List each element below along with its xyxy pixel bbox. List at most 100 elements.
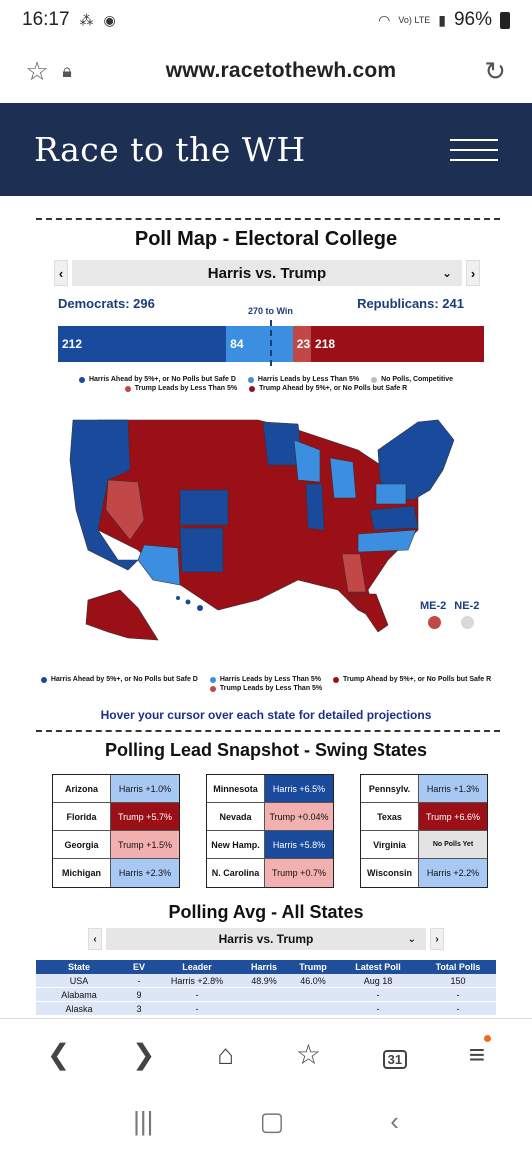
swing-state-name: Wisconsin (361, 859, 419, 887)
table-cell: - (456, 1003, 460, 1014)
prev-arrow-button[interactable]: ‹ (54, 260, 68, 286)
table-cell: 3 (136, 1003, 142, 1014)
legend-item: Harris Ahead by 5%+, or No Polls but Saf… (78, 376, 236, 383)
matchup-select[interactable]: Harris vs. Trump ⌄ (72, 260, 462, 286)
swing-state-row[interactable]: Pennsylv. Harris +1.3% (361, 775, 487, 803)
swing-state-lead: Harris +1.3% (419, 775, 487, 802)
reload-icon[interactable]: ↻ (484, 55, 506, 86)
table-cell: - (456, 989, 460, 1000)
chevron-down-icon: ⌄ (407, 933, 416, 945)
swing-state-name: Michigan (53, 859, 111, 887)
sync-icon: ◉ (103, 11, 116, 28)
bookmarks-icon[interactable]: ☆ (295, 1039, 321, 1070)
system-back-icon[interactable]: ‹ (390, 1105, 399, 1136)
battery-percent: 96% (453, 9, 492, 30)
electoral-segment: 23 (292, 326, 312, 362)
me2-dot[interactable] (428, 616, 441, 629)
legend-dot-icon (247, 376, 254, 383)
recent-apps-icon[interactable]: ||| (133, 1105, 154, 1136)
table-cell: 150 (450, 975, 466, 986)
table-header-cell[interactable]: Latest Poll (355, 962, 401, 972)
swing-state-lead: Trump +6.6% (419, 803, 487, 830)
swing-state-lead: Harris +6.5% (265, 775, 333, 802)
chevron-down-icon: ⌄ (441, 266, 452, 280)
swing-state-row[interactable]: Florida Trump +5.7% (53, 803, 179, 831)
swing-state-row[interactable]: Texas Trump +6.6% (361, 803, 487, 831)
system-navigation: ||| ▢ ‹ (0, 1090, 532, 1152)
legend-item: Harris Ahead by 5%+, or No Polls but Saf… (40, 676, 198, 683)
avg-prev-arrow-button[interactable]: ‹ (88, 928, 102, 950)
swing-state-row[interactable]: Michigan Harris +2.3% (53, 859, 179, 887)
legend-dot-icon (78, 376, 85, 383)
menu-icon[interactable]: ≡ (469, 1034, 492, 1071)
divider (36, 218, 500, 220)
table-header-cell[interactable]: Trump (299, 962, 327, 972)
swing-state-grid: Arizona Harris +1.0% Florida Trump +5.7% Geo… (52, 774, 180, 888)
tab-count: 31 (382, 1049, 408, 1069)
legend-dot-icon (371, 376, 378, 383)
me2-label: ME-2 (420, 600, 447, 612)
avg-matchup-select[interactable]: Harris vs. Trump ⌄ (106, 928, 426, 950)
legend-label: Harris Ahead by 5%+, or No Polls but Saf… (88, 376, 236, 383)
legend-dot-icon (40, 676, 47, 683)
district-markers: ME-2 NE-2 (420, 600, 479, 629)
table-header-cell[interactable]: Harris (250, 962, 277, 972)
table-header-cell[interactable]: State (67, 962, 90, 972)
browser-toolbar: ❮ ❯ ⌂ ☆ 31 ≡ (0, 1018, 532, 1090)
back-icon[interactable]: ❮ (46, 1039, 71, 1070)
legend-item: No Polls, Competitive (371, 376, 453, 383)
swing-state-row[interactable]: Minnesota Harris +6.5% (207, 775, 333, 803)
table-row[interactable]: Alabama 9 - - - (36, 988, 496, 1002)
hover-instruction: Hover your cursor over each state for de… (100, 708, 432, 722)
swing-state-lead: Harris +2.3% (111, 859, 179, 887)
next-arrow-button[interactable]: › (466, 260, 480, 286)
url-text[interactable]: www.racetothewh.com (165, 59, 397, 82)
swing-state-lead: Harris +2.2% (419, 859, 487, 887)
table-cell: - (137, 975, 141, 986)
us-map[interactable] (58, 410, 498, 660)
table-cell: 9 (136, 989, 142, 1000)
table-header-cell[interactable]: Total Polls (435, 962, 481, 972)
avg-matchup-label: Harris vs. Trump (218, 932, 314, 946)
ne2-label: NE-2 (454, 600, 480, 612)
star-icon[interactable]: ☆ (25, 55, 49, 86)
legend-label: Harris Leads by Less Than 5% (257, 376, 360, 383)
table-cell: Aug 18 (363, 975, 393, 986)
swing-state-row[interactable]: Georgia Trump +1.5% (53, 831, 179, 859)
swing-state-name: Pennsylv. (361, 775, 419, 802)
swing-title: Polling Lead Snapshot - Swing States (104, 740, 428, 760)
table-row[interactable]: USA - Harris +2.8% 48.9% 46.0% Aug 18 150 (36, 974, 496, 988)
swing-state-row[interactable]: N. Carolina Trump +0.7% (207, 859, 333, 887)
ne2-dot[interactable] (461, 616, 474, 629)
home-icon[interactable]: ⌂ (217, 1038, 235, 1070)
site-title[interactable]: Race to the WH (34, 130, 306, 169)
swing-state-row[interactable]: New Hamp. Harris +5.8% (207, 831, 333, 859)
swing-state-row[interactable]: Nevada Trump +0.04% (207, 803, 333, 831)
avg-next-arrow-button[interactable]: › (430, 928, 444, 950)
republicans-total: Republicans: 241 (357, 296, 464, 311)
swing-state-row[interactable]: Arizona Harris +1.0% (53, 775, 179, 803)
home-button-icon[interactable]: ▢ (259, 1105, 285, 1136)
legend-dot-icon (124, 385, 131, 392)
menu-icon[interactable] (450, 138, 498, 161)
swing-state-grid: Minnesota Harris +6.5% Nevada Trump +0.04% N… (206, 774, 334, 888)
legend-label: Harris Leads by Less Than 5% (219, 676, 321, 683)
forward-icon[interactable]: ❯ (132, 1039, 156, 1070)
network-label: Vo) LTE (398, 15, 431, 25)
swing-state-name: Virginia (361, 831, 419, 858)
electoral-segment: 218 (311, 326, 484, 362)
legend-item: Harris Leads by Less Than 5% (209, 676, 321, 683)
table-cell: 48.9% (251, 975, 277, 986)
swing-state-lead: Trump +5.7% (111, 803, 179, 830)
tabs-button[interactable]: 31 (382, 1039, 408, 1071)
swing-state-row[interactable]: Wisconsin Harris +2.2% (361, 859, 487, 887)
table-header-cell[interactable]: Leader (182, 962, 212, 972)
table-header-cell[interactable]: EV (132, 962, 145, 972)
swing-state-row[interactable]: Virginia No Polls Yet (361, 831, 487, 859)
lock-icon[interactable]: 🔒︎ (62, 60, 72, 81)
legend-dot-icon (209, 676, 216, 683)
table-row[interactable]: Alaska 3 - - - (36, 1002, 496, 1016)
avg-matchup-selector: ‹ Harris vs. Trump ⌄ › (88, 928, 444, 950)
swing-state-name: New Hamp. (207, 831, 265, 858)
page-content: Poll Map - Electoral College ‹ Harris vs… (0, 196, 532, 1018)
